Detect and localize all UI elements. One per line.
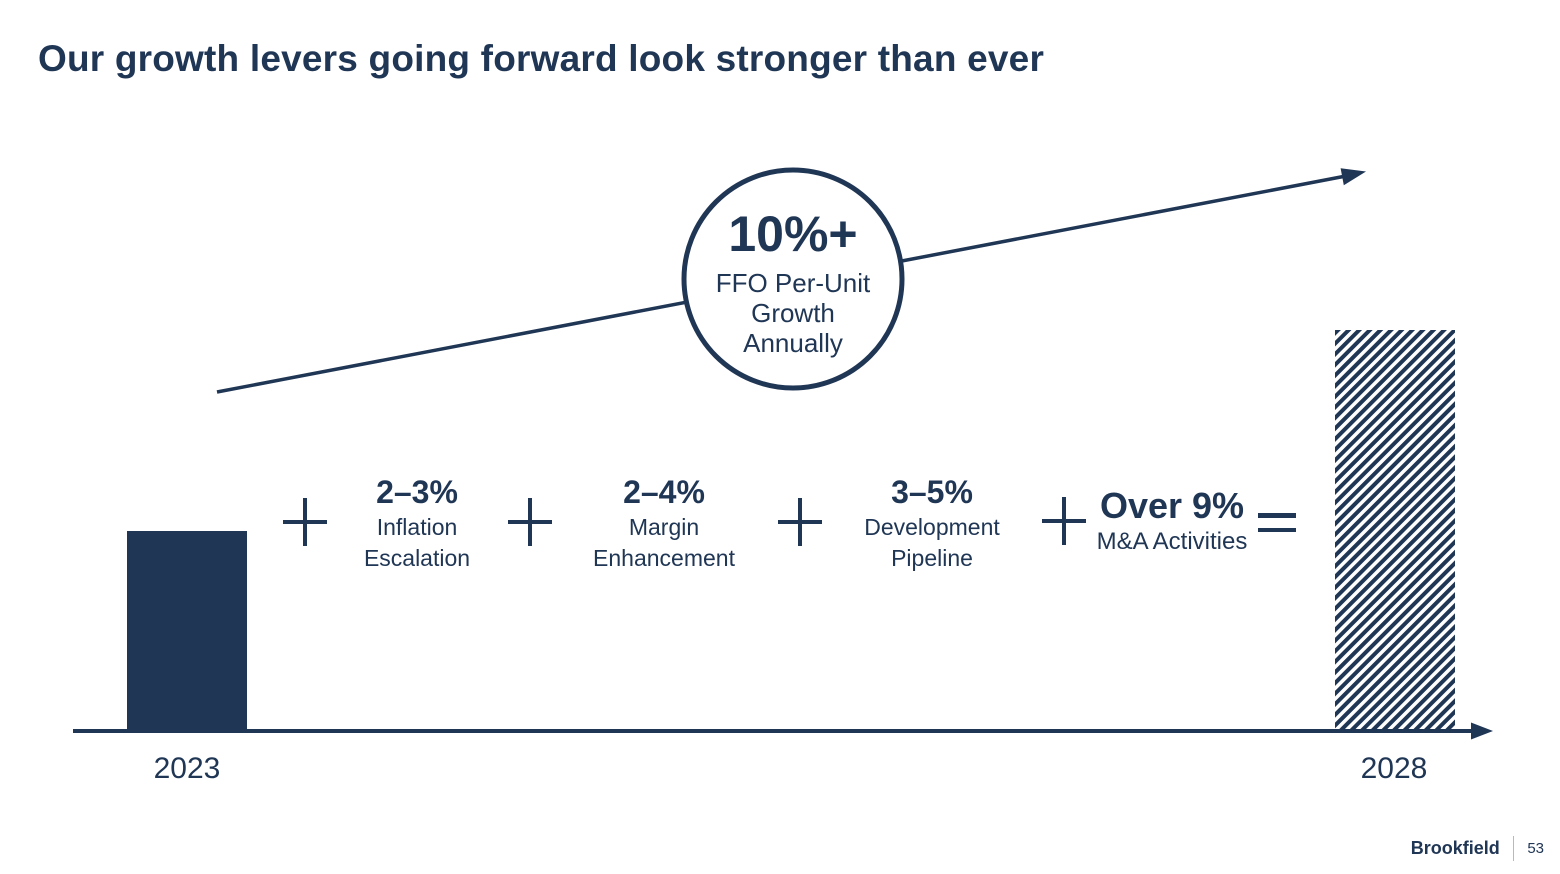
brand-logo: Brookfield <box>1410 838 1500 858</box>
plus-icon <box>283 498 327 546</box>
lever-label-line: Margin <box>628 514 700 540</box>
growth-circle-headline: 10%+ <box>728 206 858 262</box>
bar-2023 <box>127 531 247 731</box>
plus-icon <box>508 498 552 546</box>
axis-label-2028: 2028 <box>1360 752 1428 785</box>
lever-label-line: M&A Activities <box>1096 528 1248 555</box>
slide-title: Our growth levers going forward look str… <box>38 38 1045 79</box>
timeline-axis-arrow-head <box>1471 722 1493 740</box>
axis-label-2023: 2023 <box>153 752 221 785</box>
lever-value: 3–5% <box>891 474 973 510</box>
lever-value: 2–4% <box>623 474 705 510</box>
bar-2028-hatched <box>1335 330 1455 731</box>
lever-ma-activities: Over 9% M&A Activities <box>1042 486 1302 557</box>
footer-divider <box>1512 836 1515 861</box>
growth-circle-line-3: Annually <box>743 328 843 358</box>
growth-circle-line-2: Growth <box>751 298 835 328</box>
equals-icon <box>1258 513 1296 532</box>
plus-icon <box>778 498 822 546</box>
page-number: 53 <box>1527 840 1544 857</box>
plus-icon <box>1042 497 1086 545</box>
growth-circle-shape <box>681 167 905 391</box>
lever-label-line: Inflation <box>376 514 458 540</box>
lever-value: 2–3% <box>376 474 458 510</box>
lever-development-pipeline: 3–5% Development Pipeline <box>802 472 1062 574</box>
growth-arrow-head <box>1340 168 1366 186</box>
lever-margin-enhancement: 2–4% Margin Enhancement <box>534 472 794 574</box>
growth-circle-sublabel: FFO Per-Unit Growth Annually <box>683 268 903 358</box>
lever-label-line: Enhancement <box>593 545 735 571</box>
growth-circle-label: 10%+ FFO Per-Unit Growth Annually <box>683 206 903 358</box>
lever-inflation-escalation: 2–3% Inflation Escalation <box>287 472 547 574</box>
lever-label-line: Escalation <box>363 545 471 571</box>
lever-value: Over 9% <box>1099 485 1245 526</box>
lever-label-line: Pipeline <box>891 545 973 571</box>
growth-circle-line-1: FFO Per-Unit <box>715 268 871 298</box>
footer: Brookfield 53 <box>1411 836 1544 861</box>
lever-label-line: Development <box>864 514 1000 540</box>
